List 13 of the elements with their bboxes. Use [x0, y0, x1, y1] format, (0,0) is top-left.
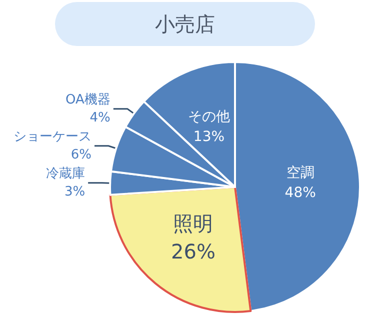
slice-label: 冷蔵庫 [46, 165, 86, 182]
data-label: 48% [284, 184, 316, 201]
data-label: 3% [64, 184, 86, 200]
slice-label: 空調 [286, 164, 314, 181]
data-label: 6% [70, 147, 92, 162]
data-label: 4% [90, 110, 110, 126]
data-label: 13% [193, 128, 225, 145]
data-label: 26% [171, 239, 216, 264]
slice-label: 照明 [173, 211, 214, 236]
slice-label: ショーケース [14, 129, 92, 144]
slice-label: その他 [188, 108, 230, 125]
chart-title: 小売店 [155, 12, 215, 36]
slice-label: OA機器 [65, 92, 110, 108]
